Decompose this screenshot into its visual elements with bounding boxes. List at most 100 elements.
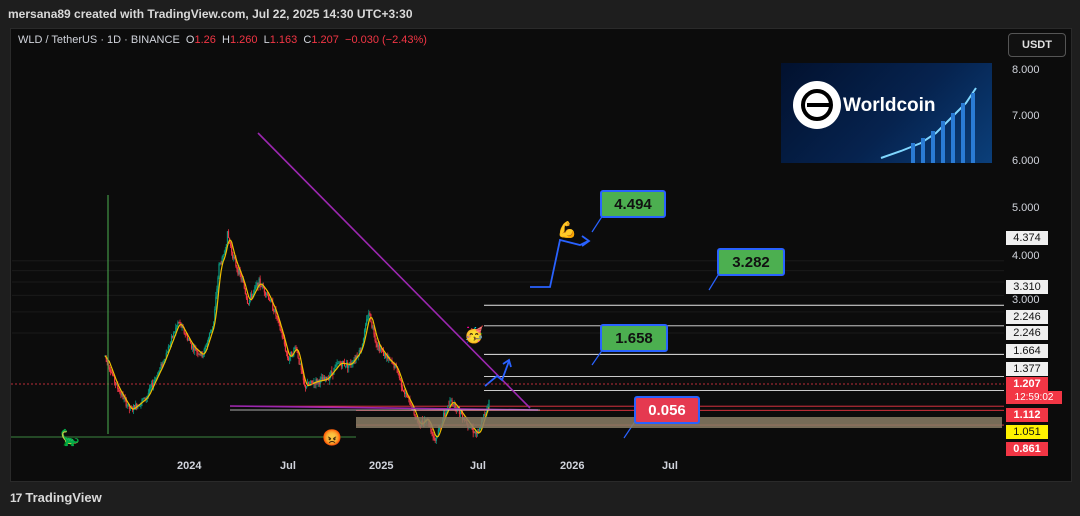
candle-body (324, 377, 327, 380)
candle-body (372, 327, 374, 329)
candle-body (414, 414, 416, 418)
candle-body (238, 268, 240, 275)
candle-body (170, 335, 173, 343)
candle-body (381, 349, 384, 351)
candle-body (198, 353, 200, 355)
candle-body (488, 400, 490, 408)
candle-body (214, 309, 216, 322)
candle-body (379, 348, 381, 352)
y-tick-8: 8.000 (1012, 64, 1040, 76)
candle-body (339, 362, 341, 364)
candle-body (445, 412, 447, 416)
candle-body (127, 404, 129, 406)
candle-body (159, 367, 161, 371)
x-tick-jul-2025: Jul (470, 460, 486, 472)
candle-body (290, 351, 292, 358)
candle-body (104, 355, 106, 357)
candle-body (240, 274, 242, 280)
target-box-4494: 4.494 (600, 190, 666, 218)
candle-body (446, 411, 448, 413)
candle-body (410, 404, 412, 407)
candle-body (141, 399, 143, 403)
candle-body (281, 332, 283, 338)
candle-body (380, 348, 383, 350)
candle-body (267, 294, 270, 300)
candle-body (302, 373, 304, 381)
candle-body (398, 374, 400, 379)
candle-body (224, 249, 226, 254)
candle-body (174, 332, 176, 333)
candle-body (298, 357, 300, 365)
candle-body (129, 408, 132, 409)
top-bar: mersana89 created with TradingView.com, … (0, 0, 1080, 28)
candle-body (297, 351, 299, 358)
candle-body (288, 358, 290, 361)
y-tick-6: 6.000 (1012, 155, 1040, 167)
support-trendline (229, 405, 539, 411)
symbol-name: WLD / TetherUS · 1D · BINANCE (18, 34, 180, 46)
candle-body (448, 405, 450, 407)
change-value: −0.030 (−2.43%) (345, 34, 427, 46)
level-tag-1051: 1.051 (1006, 425, 1048, 439)
candle-body (212, 326, 214, 330)
candle-body (413, 407, 415, 415)
tradingview-mark-icon: 17 (10, 490, 22, 505)
currency-button[interactable]: USDT (1008, 33, 1066, 57)
candle-body (430, 426, 432, 433)
creator-credit: mersana89 created with TradingView.com, … (8, 7, 413, 21)
candle-body (168, 346, 171, 348)
candle-body (443, 412, 445, 420)
candle-body (336, 363, 338, 365)
descending-trendline (257, 132, 531, 409)
candle-body (487, 407, 489, 409)
candle-body (157, 372, 159, 378)
candle-body (247, 303, 250, 305)
candle-body (305, 386, 308, 389)
candle-body (243, 282, 245, 289)
x-tick-2025: 2025 (369, 460, 394, 472)
candle-body (335, 364, 337, 367)
candle-body (325, 377, 328, 381)
candle-body (309, 383, 311, 385)
candle-body (320, 377, 322, 379)
candle-body (401, 387, 404, 391)
candle-body (235, 258, 237, 267)
candle-body (409, 397, 411, 405)
candle-body (484, 414, 486, 415)
level-tag-0861: 0.861 (1006, 442, 1048, 456)
candle-body (177, 322, 179, 326)
candle-body (361, 343, 364, 348)
candle-body (254, 286, 256, 291)
candle-body (460, 411, 463, 415)
candle-body (126, 405, 128, 407)
high-value: 1.260 (229, 34, 258, 46)
candle-body (383, 352, 386, 356)
candle-body (451, 400, 453, 405)
candle-body (289, 357, 291, 361)
tradingview-logo[interactable]: 17 TradingView (10, 490, 102, 505)
candle-body (374, 334, 376, 341)
candle-body (206, 341, 209, 347)
candle-body (204, 346, 206, 350)
candle-body (148, 387, 150, 394)
candle-body (112, 375, 115, 376)
candle-body (185, 334, 187, 336)
candle-body (195, 346, 197, 351)
candle-body (362, 338, 365, 344)
candle-body (275, 309, 277, 316)
candle-body (187, 339, 190, 341)
candle-body (331, 371, 333, 373)
candle-body (400, 379, 403, 388)
candle-body (120, 392, 122, 396)
candle-body (291, 351, 293, 357)
candle-body (347, 362, 349, 368)
candle-body (303, 380, 306, 385)
candle-body (115, 382, 117, 385)
candle-body (231, 246, 233, 253)
candle-body (270, 299, 272, 302)
flexed-biceps-emoji-icon: 💪 (557, 222, 577, 239)
candle-body (274, 309, 276, 312)
candle-body (128, 404, 130, 409)
candle-body (358, 350, 360, 357)
